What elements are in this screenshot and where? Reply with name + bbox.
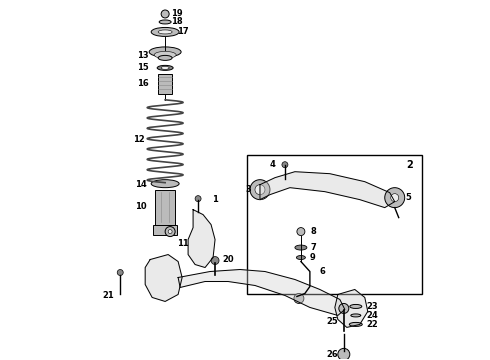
Ellipse shape [157, 66, 173, 70]
Text: 22: 22 [366, 320, 378, 329]
Bar [158, 74, 172, 94]
Circle shape [391, 194, 399, 202]
Circle shape [168, 230, 172, 234]
Text: 21: 21 [102, 291, 114, 300]
Text: 15: 15 [137, 63, 149, 72]
Ellipse shape [296, 256, 305, 260]
Text: 12: 12 [133, 135, 145, 144]
Circle shape [297, 228, 305, 235]
Circle shape [255, 185, 265, 195]
Text: 16: 16 [137, 79, 149, 88]
Circle shape [117, 270, 123, 275]
Polygon shape [145, 255, 182, 301]
Text: 17: 17 [177, 27, 189, 36]
Ellipse shape [295, 245, 307, 250]
Text: 13: 13 [137, 51, 149, 60]
Text: 7: 7 [310, 243, 316, 252]
Polygon shape [188, 210, 215, 267]
Text: 26: 26 [326, 350, 338, 359]
Circle shape [385, 188, 405, 208]
Bar [153, 225, 177, 235]
Text: 1: 1 [212, 195, 218, 204]
Circle shape [339, 303, 349, 314]
Ellipse shape [349, 323, 362, 327]
Circle shape [195, 195, 201, 202]
Ellipse shape [159, 20, 171, 24]
Text: 11: 11 [177, 239, 189, 248]
Ellipse shape [151, 27, 179, 36]
Bar [247, 155, 422, 294]
Ellipse shape [350, 305, 362, 309]
Text: 5: 5 [406, 193, 412, 202]
Circle shape [211, 257, 219, 265]
Polygon shape [178, 270, 345, 315]
Polygon shape [260, 172, 395, 208]
Text: 20: 20 [222, 255, 234, 264]
Ellipse shape [161, 66, 169, 69]
Text: 18: 18 [172, 18, 183, 27]
Text: 9: 9 [310, 253, 316, 262]
Ellipse shape [151, 180, 179, 188]
Bar [155, 190, 175, 225]
Ellipse shape [351, 314, 361, 317]
Circle shape [161, 10, 169, 18]
Circle shape [250, 180, 270, 200]
Text: 4: 4 [270, 160, 276, 169]
Text: 25: 25 [326, 317, 338, 326]
Circle shape [165, 226, 175, 237]
Text: 14: 14 [135, 180, 147, 189]
Circle shape [338, 348, 350, 360]
Text: 8: 8 [310, 227, 316, 236]
Ellipse shape [158, 30, 172, 34]
Circle shape [282, 162, 288, 168]
Ellipse shape [158, 55, 172, 60]
Ellipse shape [149, 47, 181, 57]
Text: 23: 23 [366, 302, 378, 311]
Text: 2: 2 [406, 160, 413, 170]
Text: 24: 24 [366, 311, 378, 320]
Polygon shape [335, 289, 368, 327]
Text: 3: 3 [245, 185, 251, 194]
Ellipse shape [154, 51, 176, 58]
Text: 6: 6 [320, 267, 326, 276]
Text: 10: 10 [135, 202, 147, 211]
Text: 19: 19 [172, 9, 183, 18]
Circle shape [294, 293, 304, 303]
